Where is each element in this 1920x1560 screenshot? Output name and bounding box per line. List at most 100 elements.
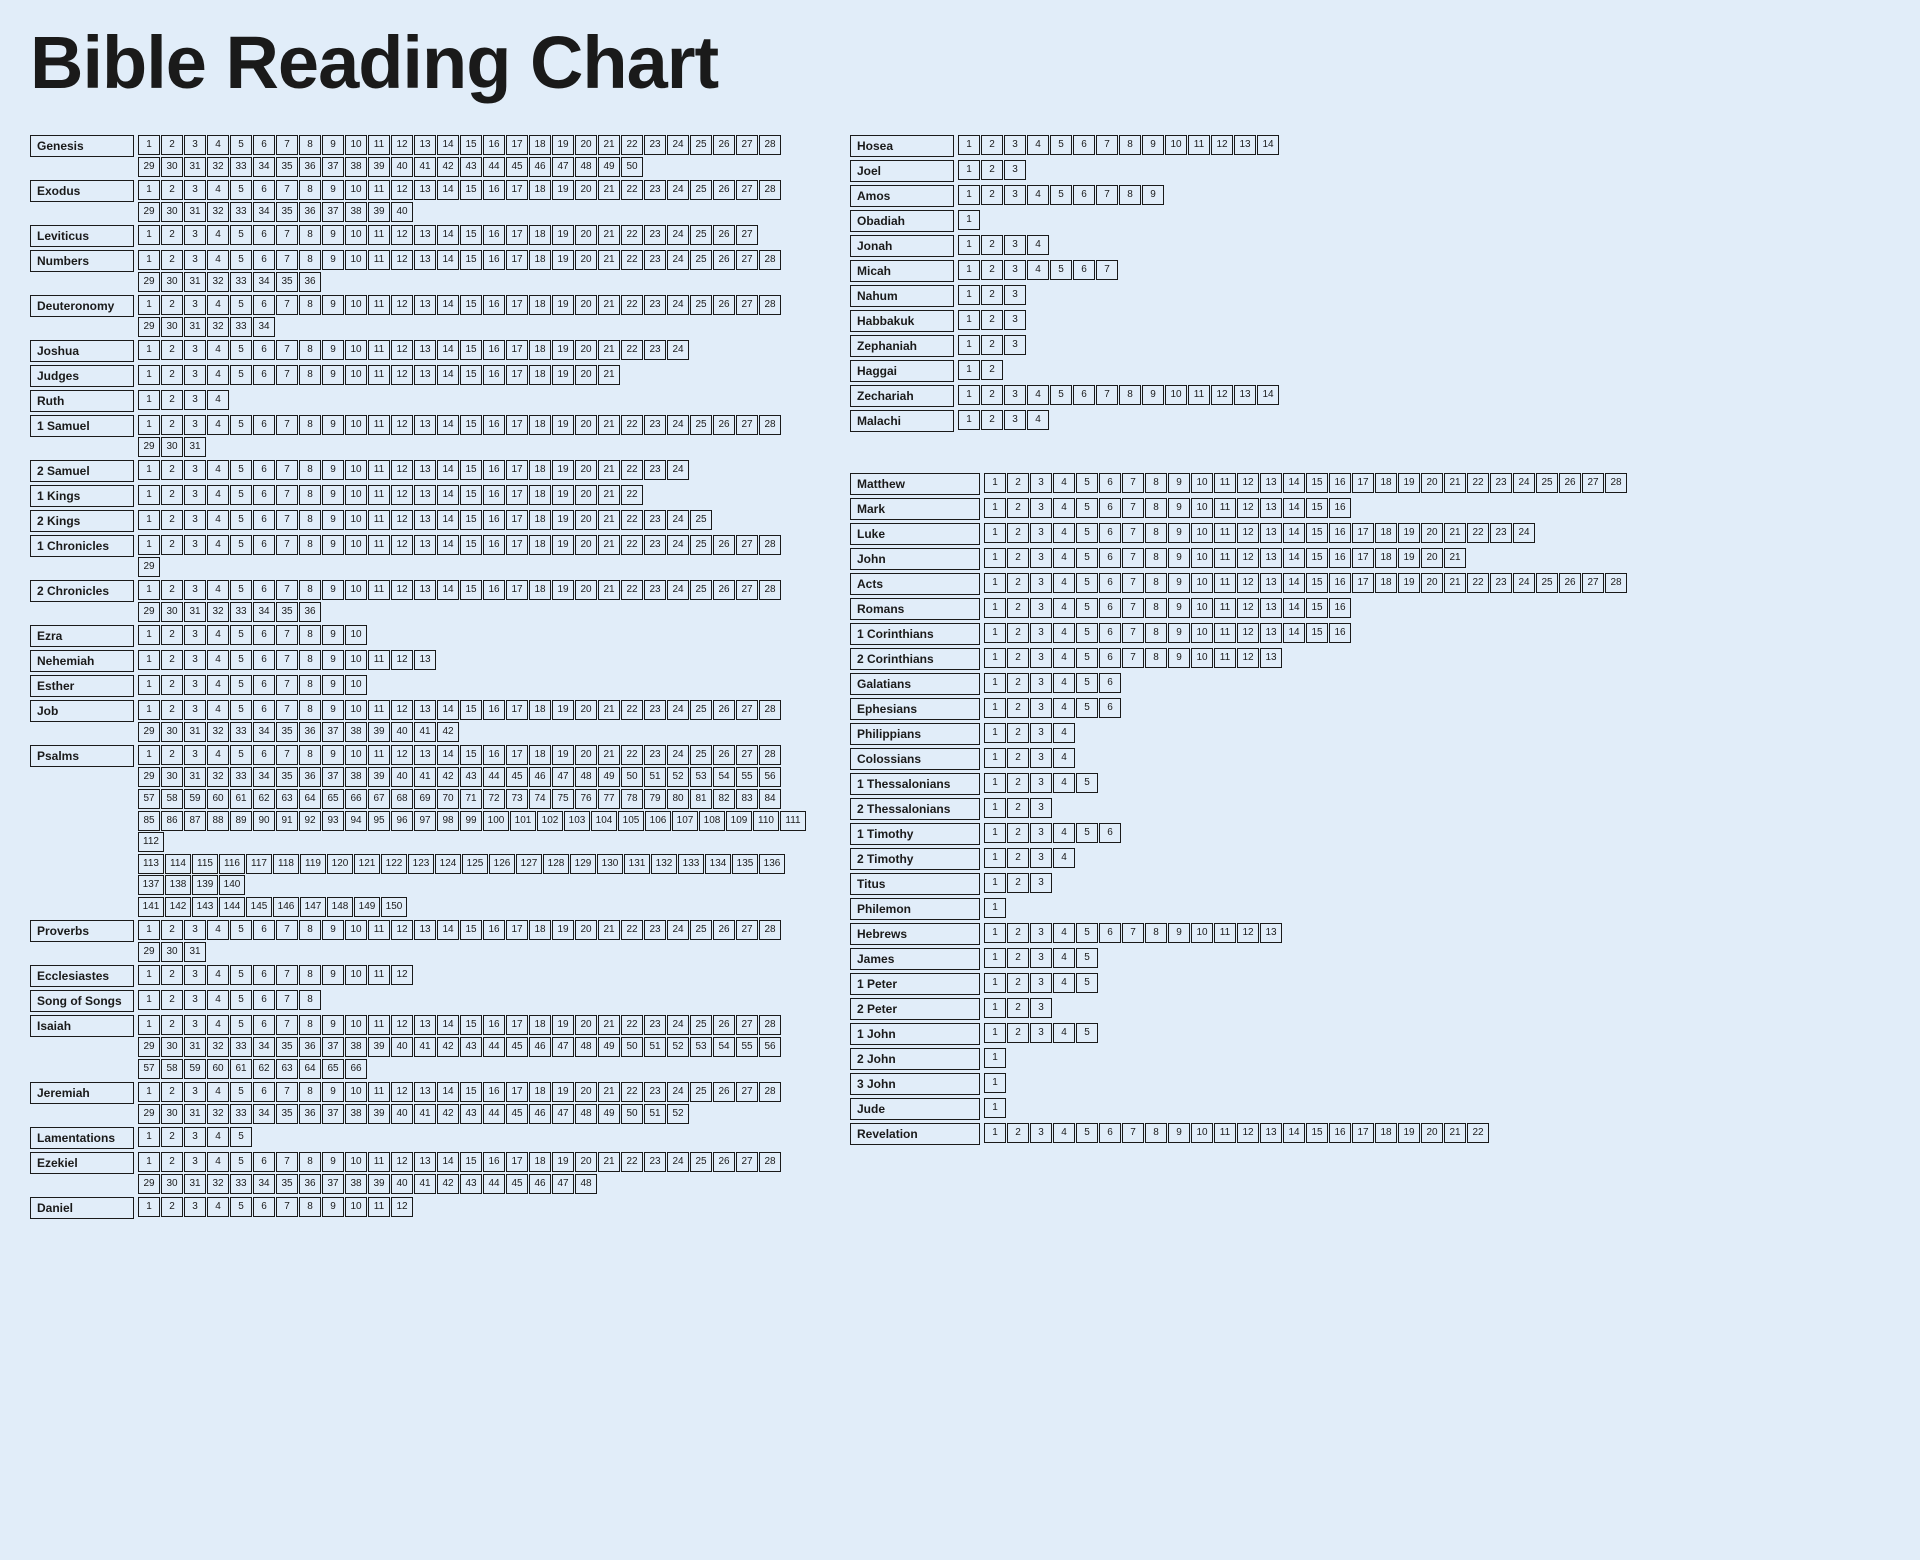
chapter-box[interactable]: 20	[575, 510, 597, 530]
chapter-box[interactable]: 2	[1007, 548, 1029, 568]
chapter-box[interactable]: 2	[1007, 823, 1029, 843]
chapter-box[interactable]: 1	[138, 1082, 160, 1102]
chapter-box[interactable]: 22	[1467, 523, 1489, 543]
chapter-box[interactable]: 13	[1234, 135, 1256, 155]
chapter-box[interactable]: 3	[1004, 160, 1026, 180]
chapter-box[interactable]: 38	[345, 157, 367, 177]
chapter-box[interactable]: 8	[299, 1152, 321, 1172]
chapter-box[interactable]: 48	[575, 1037, 597, 1057]
chapter-box[interactable]: 15	[460, 295, 482, 315]
chapter-box[interactable]: 4	[207, 510, 229, 530]
chapter-box[interactable]: 1	[984, 723, 1006, 743]
chapter-box[interactable]: 96	[391, 811, 413, 831]
chapter-box[interactable]: 10	[1191, 498, 1213, 518]
chapter-box[interactable]: 25	[690, 700, 712, 720]
chapter-box[interactable]: 9	[322, 510, 344, 530]
chapter-box[interactable]: 131	[624, 854, 650, 874]
chapter-box[interactable]: 24	[667, 1015, 689, 1035]
chapter-box[interactable]: 8	[1119, 135, 1141, 155]
chapter-box[interactable]: 12	[391, 650, 413, 670]
chapter-box[interactable]: 21	[598, 700, 620, 720]
chapter-box[interactable]: 31	[184, 767, 206, 787]
chapter-box[interactable]: 3	[184, 675, 206, 695]
chapter-box[interactable]: 89	[230, 811, 252, 831]
chapter-box[interactable]: 9	[322, 1152, 344, 1172]
chapter-box[interactable]: 7	[276, 340, 298, 360]
chapter-box[interactable]: 14	[437, 580, 459, 600]
chapter-box[interactable]: 13	[414, 250, 436, 270]
chapter-box[interactable]: 9	[1168, 473, 1190, 493]
chapter-box[interactable]: 9	[1168, 548, 1190, 568]
chapter-box[interactable]: 21	[598, 485, 620, 505]
chapter-box[interactable]: 126	[489, 854, 515, 874]
chapter-box[interactable]: 28	[759, 920, 781, 940]
chapter-box[interactable]: 9	[322, 250, 344, 270]
chapter-box[interactable]: 2	[981, 135, 1003, 155]
chapter-box[interactable]: 13	[1260, 598, 1282, 618]
chapter-box[interactable]: 20	[575, 1015, 597, 1035]
chapter-box[interactable]: 6	[253, 135, 275, 155]
chapter-box[interactable]: 11	[368, 180, 390, 200]
chapter-box[interactable]: 46	[529, 1174, 551, 1194]
chapter-box[interactable]: 21	[598, 920, 620, 940]
chapter-box[interactable]: 4	[1027, 260, 1049, 280]
chapter-box[interactable]: 45	[506, 767, 528, 787]
chapter-box[interactable]: 8	[299, 340, 321, 360]
chapter-box[interactable]: 8	[1145, 1123, 1167, 1143]
chapter-box[interactable]: 20	[575, 180, 597, 200]
chapter-box[interactable]: 34	[253, 1037, 275, 1057]
chapter-box[interactable]: 11	[1214, 523, 1236, 543]
chapter-box[interactable]: 27	[736, 700, 758, 720]
chapter-box[interactable]: 15	[460, 340, 482, 360]
chapter-box[interactable]: 1	[138, 650, 160, 670]
chapter-box[interactable]: 28	[759, 1015, 781, 1035]
chapter-box[interactable]: 2	[161, 415, 183, 435]
chapter-box[interactable]: 27	[736, 1082, 758, 1102]
chapter-box[interactable]: 37	[322, 1174, 344, 1194]
chapter-box[interactable]: 22	[621, 920, 643, 940]
chapter-box[interactable]: 6	[253, 745, 275, 765]
chapter-box[interactable]: 4	[1053, 623, 1075, 643]
chapter-box[interactable]: 63	[276, 789, 298, 809]
chapter-box[interactable]: 17	[506, 135, 528, 155]
chapter-box[interactable]: 15	[1306, 623, 1328, 643]
chapter-box[interactable]: 50	[621, 767, 643, 787]
chapter-box[interactable]: 42	[437, 1104, 459, 1124]
chapter-box[interactable]: 5	[1076, 923, 1098, 943]
chapter-box[interactable]: 21	[598, 460, 620, 480]
chapter-box[interactable]: 26	[713, 535, 735, 555]
chapter-box[interactable]: 2	[1007, 473, 1029, 493]
chapter-box[interactable]: 4	[207, 535, 229, 555]
chapter-box[interactable]: 117	[246, 854, 272, 874]
chapter-box[interactable]: 14	[1257, 385, 1279, 405]
chapter-box[interactable]: 14	[437, 340, 459, 360]
chapter-box[interactable]: 2	[1007, 523, 1029, 543]
chapter-box[interactable]: 1	[138, 485, 160, 505]
chapter-box[interactable]: 18	[529, 365, 551, 385]
chapter-box[interactable]: 3	[1004, 260, 1026, 280]
chapter-box[interactable]: 14	[437, 415, 459, 435]
chapter-box[interactable]: 37	[322, 157, 344, 177]
chapter-box[interactable]: 4	[1027, 185, 1049, 205]
chapter-box[interactable]: 16	[1329, 473, 1351, 493]
chapter-box[interactable]: 14	[437, 225, 459, 245]
chapter-box[interactable]: 6	[253, 180, 275, 200]
chapter-box[interactable]: 29	[138, 272, 160, 292]
chapter-box[interactable]: 11	[368, 745, 390, 765]
chapter-box[interactable]: 8	[299, 225, 321, 245]
chapter-box[interactable]: 8	[299, 650, 321, 670]
chapter-box[interactable]: 34	[253, 317, 275, 337]
chapter-box[interactable]: 9	[322, 675, 344, 695]
chapter-box[interactable]: 29	[138, 202, 160, 222]
chapter-box[interactable]: 5	[230, 415, 252, 435]
chapter-box[interactable]: 41	[414, 1104, 436, 1124]
chapter-box[interactable]: 4	[207, 650, 229, 670]
chapter-box[interactable]: 1	[984, 973, 1006, 993]
chapter-box[interactable]: 2	[161, 460, 183, 480]
chapter-box[interactable]: 48	[575, 767, 597, 787]
chapter-box[interactable]: 16	[1329, 573, 1351, 593]
chapter-box[interactable]: 2	[161, 485, 183, 505]
chapter-box[interactable]: 4	[1053, 973, 1075, 993]
chapter-box[interactable]: 45	[506, 1104, 528, 1124]
chapter-box[interactable]: 15	[460, 460, 482, 480]
